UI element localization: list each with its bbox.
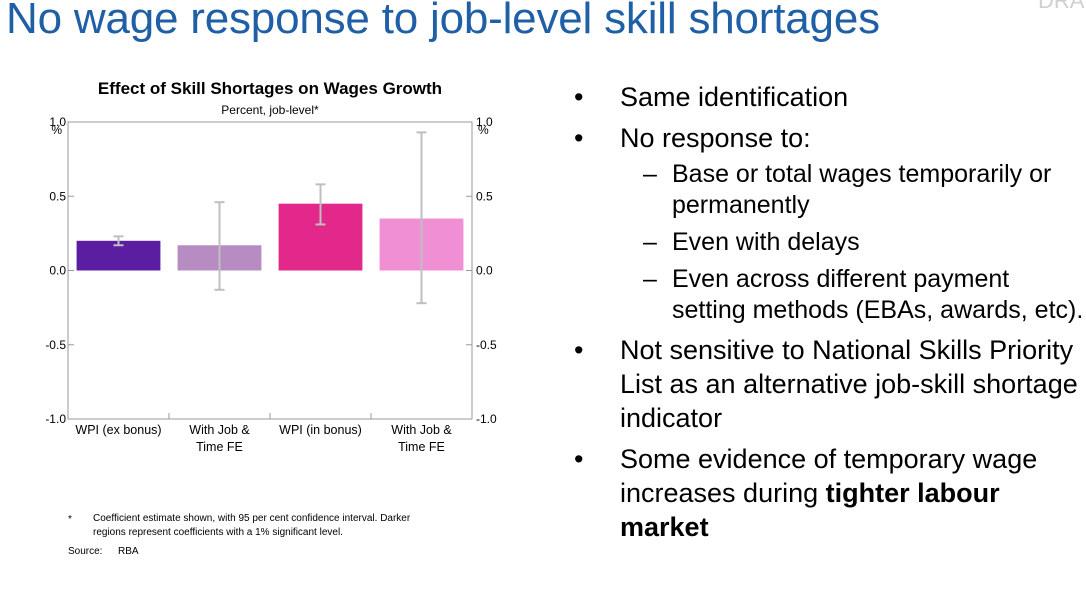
bullet-item: Same identification [574, 80, 1084, 114]
chart-title: Effect of Skill Shortages on Wages Growt… [98, 79, 442, 98]
y-tick-label-left: 1.0 [49, 115, 66, 129]
chart-subtitle: Percent, job-level* [221, 103, 319, 117]
y-tick-label-left: 0.0 [49, 264, 66, 278]
wages-growth-chart: Effect of Skill Shortages on Wages Growt… [45, 79, 497, 557]
bullet-item: No response to: Base or total wages temp… [574, 121, 1084, 326]
y-tick-label-left: 0.5 [49, 189, 66, 203]
y-tick-label-right: 1.0 [476, 115, 493, 129]
bullet-text: Not sensitive to National Skills Priorit… [620, 335, 1078, 433]
y-tick-label-right: -1.0 [476, 412, 497, 426]
category-label: With Job & [391, 423, 452, 437]
footnote-marker: * [68, 514, 72, 525]
bullet-text: No response to: [620, 123, 811, 153]
bullet-item: Some evidence of temporary wage increase… [574, 442, 1084, 544]
sub-bullet-item: Even with delays [620, 227, 1084, 258]
category-label: WPI (ex bonus) [75, 423, 161, 437]
sub-bullet-list: Base or total wages temporarily or perma… [620, 159, 1084, 326]
slide-title: No wage response to job-level skill shor… [6, 0, 880, 43]
right-unit-label: % [478, 123, 489, 137]
category-label: WPI (in bonus) [279, 423, 362, 437]
footnote-line-1: Coefficient estimate shown, with 95 per … [93, 513, 411, 524]
bullet-item: Not sensitive to National Skills Priorit… [574, 333, 1084, 435]
left-unit-label: % [51, 123, 62, 137]
y-tick-label-right: 0.5 [476, 189, 493, 203]
bullet-bold-text: tighter labour market [620, 478, 1000, 542]
bullet-text: Some evidence of temporary wage increase… [620, 444, 1038, 508]
source-label: Source: [68, 546, 102, 557]
y-tick-label-right: 0.0 [476, 264, 493, 278]
category-label: With Job & [189, 423, 250, 437]
y-tick-label-right: -0.5 [476, 338, 497, 352]
corner-watermark: DRA [1038, 0, 1085, 13]
sub-bullet-item: Base or total wages temporarily or perma… [620, 159, 1084, 221]
y-tick-label-left: -1.0 [45, 412, 66, 426]
y-tick-label-left: -0.5 [45, 338, 66, 352]
category-label: Time FE [196, 440, 243, 454]
bullet-list: Same identification No response to: Base… [574, 80, 1084, 551]
bullet-text: Same identification [620, 82, 849, 112]
category-label: Time FE [398, 440, 445, 454]
sub-bullet-item: Even across different payment setting me… [620, 264, 1084, 326]
source-value: RBA [118, 546, 139, 557]
footnote-line-2: regions represent coefficients with a 1%… [93, 527, 343, 538]
